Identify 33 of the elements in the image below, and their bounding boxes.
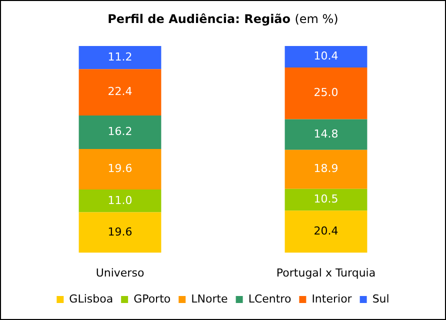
data-label: 19.6 — [108, 162, 132, 176]
data-label: 25.0 — [314, 86, 338, 100]
x-tick-label: Universo — [96, 266, 144, 280]
data-label: 11.0 — [108, 194, 132, 207]
bar — [284, 119, 368, 150]
legend-label: GPorto — [134, 292, 171, 306]
legend-label: LNorte — [191, 292, 228, 306]
bar — [78, 46, 162, 70]
legend-label: Sul — [372, 292, 390, 306]
data-label: 20.4 — [314, 224, 338, 238]
bar — [284, 46, 368, 68]
bar — [78, 115, 162, 149]
data-label: 10.4 — [314, 50, 338, 63]
bar — [284, 210, 368, 253]
legend-label: LCentro — [248, 292, 292, 306]
bar — [284, 68, 368, 120]
data-label: 14.8 — [314, 127, 338, 140]
data-label: 22.4 — [108, 85, 132, 98]
bar — [284, 188, 368, 211]
legend-label: GLisboa — [69, 292, 114, 306]
chart-title: Perfil de Audiência: Região (em %) — [108, 12, 338, 26]
x-tick-label: Portugal x Turquia — [276, 266, 376, 280]
data-label: 19.6 — [108, 225, 132, 238]
bar — [78, 212, 162, 253]
data-label: 10.5 — [314, 192, 338, 206]
data-label: 18.9 — [314, 162, 338, 176]
bar — [78, 69, 162, 116]
bar — [78, 190, 162, 212]
bar — [78, 148, 162, 190]
data-label: 16.2 — [108, 125, 132, 138]
legend-label: Interior — [312, 292, 352, 306]
bar — [284, 150, 368, 189]
data-label: 11.2 — [108, 50, 132, 64]
